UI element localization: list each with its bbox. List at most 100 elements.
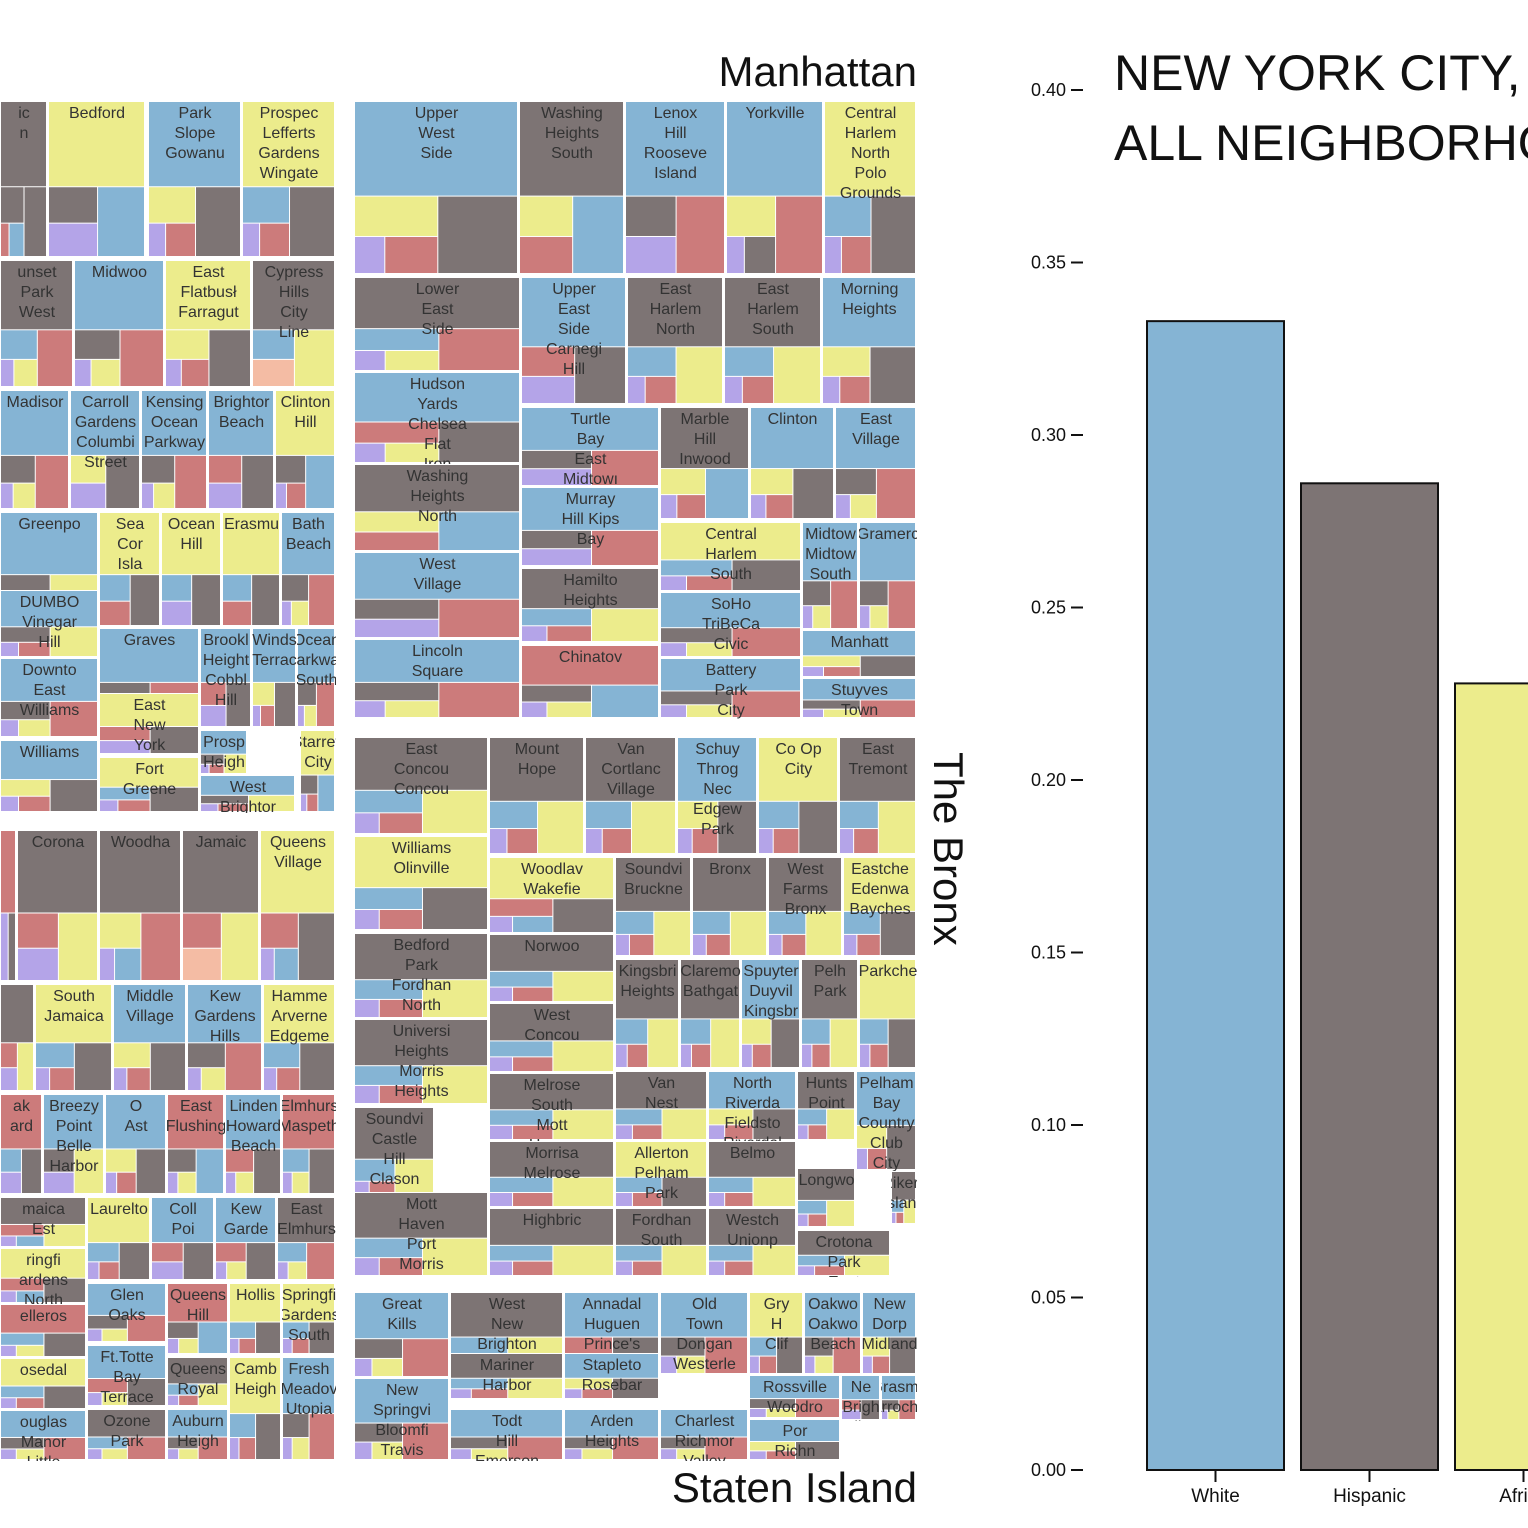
demographic-slice xyxy=(168,1172,178,1193)
demographic-slice xyxy=(654,911,690,955)
demographic-slice xyxy=(823,278,915,347)
demographic-slice xyxy=(355,553,519,599)
neighborhood-label: Yorkville xyxy=(746,105,805,122)
demographic-slice xyxy=(725,347,774,376)
neighborhood-cell: Auburn Heigh xyxy=(167,1409,229,1461)
demographic-slice xyxy=(168,1449,179,1459)
demographic-slice xyxy=(508,1378,562,1398)
demographic-slice xyxy=(75,330,120,359)
demographic-slice xyxy=(661,1449,677,1459)
neighborhood-label: Prospec Lefferts Gardens Wingate xyxy=(258,105,319,182)
demographic-slice xyxy=(102,1393,127,1405)
demographic-slice xyxy=(88,1379,127,1393)
demographic-slice xyxy=(616,1245,662,1261)
demographic-slice xyxy=(678,829,692,853)
neighborhood-cell: Lincoln Square xyxy=(354,639,521,719)
demographic-slice xyxy=(298,913,334,980)
demographic-slice xyxy=(709,1125,725,1139)
neighborhood-cell: East Tremont xyxy=(839,737,917,855)
demographic-slice xyxy=(307,794,318,811)
demographic-slice xyxy=(1,1278,44,1291)
demographic-slice xyxy=(628,347,676,376)
demographic-slice xyxy=(842,1376,879,1400)
demographic-slice xyxy=(751,408,833,469)
demographic-slice xyxy=(803,709,824,717)
demographic-slice xyxy=(451,1337,508,1356)
neighborhood-label: Belmo xyxy=(730,1145,775,1162)
demographic-slice xyxy=(316,682,334,726)
neighborhood-cell: Arden Heights xyxy=(564,1409,660,1461)
demographic-slice xyxy=(798,1255,845,1266)
demographic-slice xyxy=(355,619,439,637)
demographic-slice xyxy=(439,682,519,717)
neighborhood-cell: Lower East Side xyxy=(354,277,521,372)
demographic-slice xyxy=(471,1389,508,1398)
demographic-slice xyxy=(892,1212,896,1223)
demographic-slice xyxy=(1,780,50,796)
neighborhood-cell: Kew Gardens Hills xyxy=(187,984,263,1092)
neighborhood-label: ouglas Manor Little Neck xyxy=(20,1414,67,1491)
neighborhood-label: Kingsbri Heights xyxy=(619,963,677,1000)
demographic-slice xyxy=(385,443,439,462)
demographic-slice xyxy=(827,1200,854,1226)
demographic-slice xyxy=(192,575,220,625)
demographic-slice xyxy=(276,455,306,483)
demographic-slice xyxy=(1,1411,85,1437)
demographic-slice xyxy=(616,1142,706,1177)
demographic-slice xyxy=(592,450,658,485)
demographic-slice xyxy=(166,261,250,330)
demographic-slice xyxy=(106,1095,165,1149)
demographic-slice xyxy=(100,694,198,726)
demographic-slice xyxy=(732,691,800,717)
neighborhood-label: Camb Heigh xyxy=(234,1361,277,1398)
demographic-slice xyxy=(553,1110,613,1139)
neighborhood-cell: NorthRiverdaFieldstoRiverdal xyxy=(708,1071,797,1141)
neighborhood-cell: East Harlem South xyxy=(724,277,822,405)
demographic-slice xyxy=(750,1399,795,1408)
demographic-slice xyxy=(403,1423,448,1459)
demographic-slice xyxy=(385,236,438,273)
neighborhood-label: West New Brighton xyxy=(477,1296,537,1353)
neighborhood-cell: Ocean Parkway South xyxy=(297,628,336,728)
neighborhood-cell: West Brightor xyxy=(200,775,296,813)
demographic-slice xyxy=(224,754,246,773)
demographic-slice xyxy=(304,705,316,726)
demographic-slice xyxy=(292,1438,309,1459)
demographic-slice xyxy=(239,1438,256,1459)
demographic-slice xyxy=(880,911,915,955)
demographic-slice xyxy=(857,1148,867,1169)
demographic-slice xyxy=(154,483,175,508)
demographic-slice xyxy=(769,934,782,955)
demographic-slice xyxy=(1,223,9,256)
demographic-slice xyxy=(730,911,766,955)
neighborhood-label: Queens Royal xyxy=(170,1361,226,1398)
demographic-slice xyxy=(451,1378,508,1389)
demographic-slice xyxy=(753,1109,795,1139)
neighborhood-label: Laurelto xyxy=(90,1201,148,1218)
demographic-slice xyxy=(798,1125,808,1139)
neighborhood-label: Central Harlem North Polo Grounds xyxy=(840,105,901,202)
neighborhood-label: Stapleto Rosebar xyxy=(582,1357,643,1394)
demographic-slice xyxy=(309,1149,334,1193)
demographic-slice xyxy=(114,985,185,1043)
demographic-slice xyxy=(183,831,258,913)
demographic-slice xyxy=(750,1420,839,1441)
neighborhood-label: Van Cortlanc Village xyxy=(601,741,661,798)
neighborhood-cell: Highbric xyxy=(489,1208,615,1277)
neighborhood-label: Mariner Harbor xyxy=(480,1357,535,1394)
demographic-slice xyxy=(88,1329,102,1341)
demographic-slice xyxy=(490,858,613,899)
neighborhood-label: elleros xyxy=(20,1308,67,1325)
demographic-slice xyxy=(236,1172,254,1193)
demographic-slice xyxy=(845,1255,889,1275)
demographic-slice xyxy=(824,709,860,717)
demographic-slice xyxy=(294,330,334,386)
demographic-slice xyxy=(513,916,553,932)
treemap-bronx: East Concou Concou Mount Hope Van Cortlanc Vill… xyxy=(354,737,917,1277)
demographic-slice xyxy=(616,1072,706,1109)
demographic-slice xyxy=(1,1149,21,1172)
demographic-slice xyxy=(882,1376,915,1400)
demographic-slice xyxy=(9,223,24,256)
demographic-slice xyxy=(16,1291,44,1302)
demographic-slice xyxy=(1,659,97,701)
